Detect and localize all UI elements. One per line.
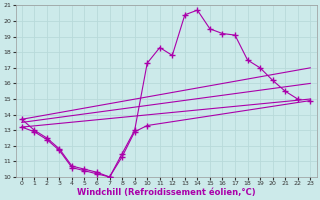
X-axis label: Windchill (Refroidissement éolien,°C): Windchill (Refroidissement éolien,°C) [77,188,255,197]
